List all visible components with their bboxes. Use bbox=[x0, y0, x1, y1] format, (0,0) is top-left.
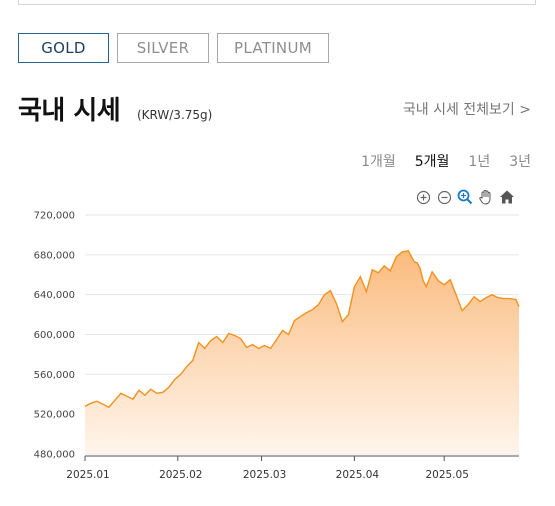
y-tick-label: 720,000 bbox=[34, 211, 75, 222]
metal-tabs: GOLD SILVER PLATINUM bbox=[18, 33, 329, 63]
section-title: 국내 시세 bbox=[18, 96, 121, 126]
y-tick-label: 520,000 bbox=[34, 410, 75, 421]
zoom-in-icon[interactable] bbox=[415, 189, 431, 205]
y-tick-label: 680,000 bbox=[34, 250, 75, 261]
x-tick-label: 2025.02 bbox=[159, 469, 202, 481]
y-axis: 720,000 680,000 640,000 600,000 560,000 520,0… bbox=[34, 211, 75, 461]
y-tick-label: 640,000 bbox=[34, 290, 75, 301]
range-tabs: 1개월 5개월 1년 3년 bbox=[342, 151, 531, 171]
range-tab-1y[interactable]: 1년 bbox=[468, 154, 491, 170]
zoom-out-icon[interactable] bbox=[436, 189, 452, 205]
range-tab-1m[interactable]: 1개월 bbox=[361, 154, 396, 170]
tab-silver[interactable]: SILVER bbox=[117, 33, 209, 63]
x-axis: 2025.01 2025.02 2025.03 2025.04 2025.05 bbox=[66, 455, 519, 481]
magnify-icon[interactable] bbox=[457, 189, 473, 205]
tab-platinum[interactable]: PLATINUM bbox=[217, 33, 329, 63]
view-all-link[interactable]: 국내 시세 전체보기 > bbox=[402, 102, 531, 118]
range-tab-3y[interactable]: 3년 bbox=[509, 154, 531, 170]
x-tick-label: 2025.05 bbox=[425, 469, 468, 481]
price-area bbox=[85, 250, 519, 454]
chart-toolbar bbox=[415, 189, 515, 205]
top-panel-edge bbox=[18, 0, 536, 5]
x-tick-label: 2025.04 bbox=[336, 469, 380, 481]
unit-label: (KRW/3.75g) bbox=[137, 108, 213, 122]
home-icon[interactable] bbox=[499, 189, 515, 205]
x-tick-label: 2025.01 bbox=[66, 469, 109, 481]
y-tick-label: 480,000 bbox=[34, 450, 75, 461]
y-tick-label: 600,000 bbox=[34, 330, 75, 341]
tab-gold[interactable]: GOLD bbox=[18, 33, 109, 63]
range-tab-5m[interactable]: 5개월 bbox=[414, 154, 450, 170]
price-line bbox=[84, 250, 520, 409]
chart-grid bbox=[85, 214, 519, 455]
x-tick-label: 2025.03 bbox=[243, 469, 286, 481]
y-tick-label: 560,000 bbox=[34, 370, 75, 381]
pan-hand-icon[interactable] bbox=[478, 189, 494, 205]
